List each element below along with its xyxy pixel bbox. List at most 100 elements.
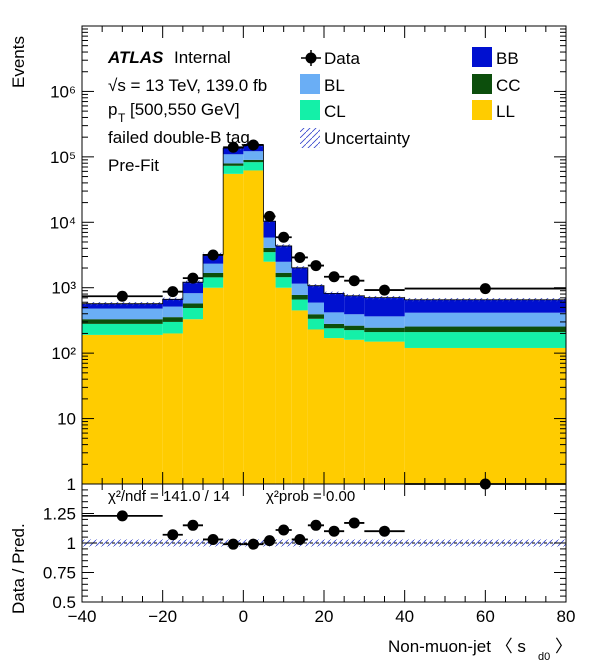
legend-item-cl: CL (300, 100, 346, 121)
x-tick-label: 20 (315, 607, 334, 626)
bar-cc (203, 272, 224, 278)
bar-bl (243, 151, 264, 160)
bar-bb (404, 299, 566, 313)
bar-bl (182, 293, 203, 304)
y-tick-label: 10² (51, 344, 76, 363)
data-point (116, 290, 128, 302)
x-tick-label: −20 (148, 607, 177, 626)
x-tick-label: 80 (557, 607, 576, 626)
legend-item-bb: BB (472, 47, 519, 68)
legend-swatch-uncertainty (300, 128, 320, 148)
ratio-point (294, 533, 306, 545)
ratio-uncertainty-band (82, 539, 566, 547)
bar-ll (275, 287, 292, 484)
bar-cl (182, 307, 203, 320)
atlas-label: ATLAS (107, 48, 164, 67)
x-axis-label: Non-muon-jet 〈 s (388, 637, 526, 656)
bar-cc (182, 303, 203, 308)
bar-cc (404, 326, 566, 333)
data-point (328, 271, 340, 283)
bar-ll (203, 287, 224, 484)
legend-swatch-cc (472, 74, 492, 94)
bar-cl (82, 323, 163, 335)
bar-bl (275, 261, 292, 273)
stacked-histogram (82, 144, 566, 484)
legend-label-cc: CC (496, 76, 521, 95)
bar-cl (344, 330, 365, 340)
fit-label: Pre-Fit (108, 156, 159, 175)
bar-cl (291, 299, 308, 311)
bar-ll (291, 310, 308, 484)
bar-bb (275, 245, 292, 262)
bar-bl (364, 316, 405, 328)
data-point (207, 249, 219, 261)
bar-ll (223, 173, 244, 484)
ratio-point (167, 529, 179, 541)
bar-bl (203, 263, 224, 273)
bar-cl (263, 252, 276, 262)
bar-bl (223, 154, 244, 164)
y-tick-label: 10³ (51, 279, 76, 298)
bar-ll (82, 334, 163, 484)
bar-cl (243, 162, 264, 171)
data-point (310, 260, 322, 272)
legend-label-bl: BL (324, 76, 345, 95)
bar-ll (364, 341, 405, 484)
ratio-point (348, 517, 360, 529)
data-point (348, 275, 360, 287)
y-tick-label: 10⁶ (50, 82, 76, 101)
bar-cc (344, 325, 365, 331)
bar-bb (263, 221, 276, 238)
bar-bl (404, 312, 566, 327)
bar-bb (82, 303, 163, 309)
bar-cl (404, 332, 566, 348)
bar-cl (223, 165, 244, 174)
energy-label: √s = 13 TeV, 139.0 fb (108, 76, 267, 95)
x-axis-label-subscript: d0 (538, 651, 550, 663)
data-point (264, 210, 276, 222)
ratio-points (82, 478, 566, 550)
bar-bb (291, 267, 308, 284)
ratio-point (207, 533, 219, 545)
x-axis-label-end: 〉 (555, 637, 572, 656)
legend-swatch-cl (300, 100, 320, 120)
bar-cc (275, 272, 292, 278)
y-tick-label: 10⁵ (50, 148, 76, 167)
legend-item-uncertainty: Uncertainty (300, 128, 410, 148)
bar-cl (162, 321, 183, 334)
bar-bl (324, 312, 345, 324)
bar-cc (364, 327, 405, 333)
x-tick-label: 0 (239, 607, 248, 626)
chi2-ndf-label: χ²/ndf = 141.0 / 14 (108, 488, 230, 505)
legend-item-data: Data (301, 49, 360, 68)
bar-bl (82, 308, 163, 320)
bar-bb (182, 282, 203, 294)
data-point (227, 141, 239, 153)
ratio-y-tick-label: 0.5 (52, 593, 76, 612)
bar-cc (324, 323, 345, 329)
pt-range-label: [500,550 GeV] (130, 100, 240, 119)
bar-cl (203, 277, 224, 288)
bar-ll (162, 333, 183, 484)
legend-item-cc: CC (472, 74, 521, 95)
legend-swatch-bl (300, 74, 320, 94)
bar-bb (344, 295, 365, 315)
bar-cc (243, 159, 264, 163)
data-point (247, 139, 259, 151)
ratio-y-tick-label: 0.75 (43, 564, 76, 583)
data-points (82, 139, 566, 302)
bar-bl (162, 306, 183, 318)
legend-label-ll: LL (496, 102, 515, 121)
ratio-point (379, 525, 390, 537)
pt-subscript: T (118, 111, 126, 125)
x-tick-label: −40 (68, 607, 97, 626)
bar-ll (182, 319, 203, 484)
ratio-point (116, 510, 128, 522)
chi2-prob-label: χ²prob = 0.00 (266, 488, 355, 505)
y-tick-label: 10 (57, 410, 76, 429)
y-axis-label-top: Events (9, 36, 28, 88)
bar-cc (223, 163, 244, 166)
internal-label: Internal (174, 48, 231, 67)
legend-item-ll: LL (472, 100, 515, 121)
